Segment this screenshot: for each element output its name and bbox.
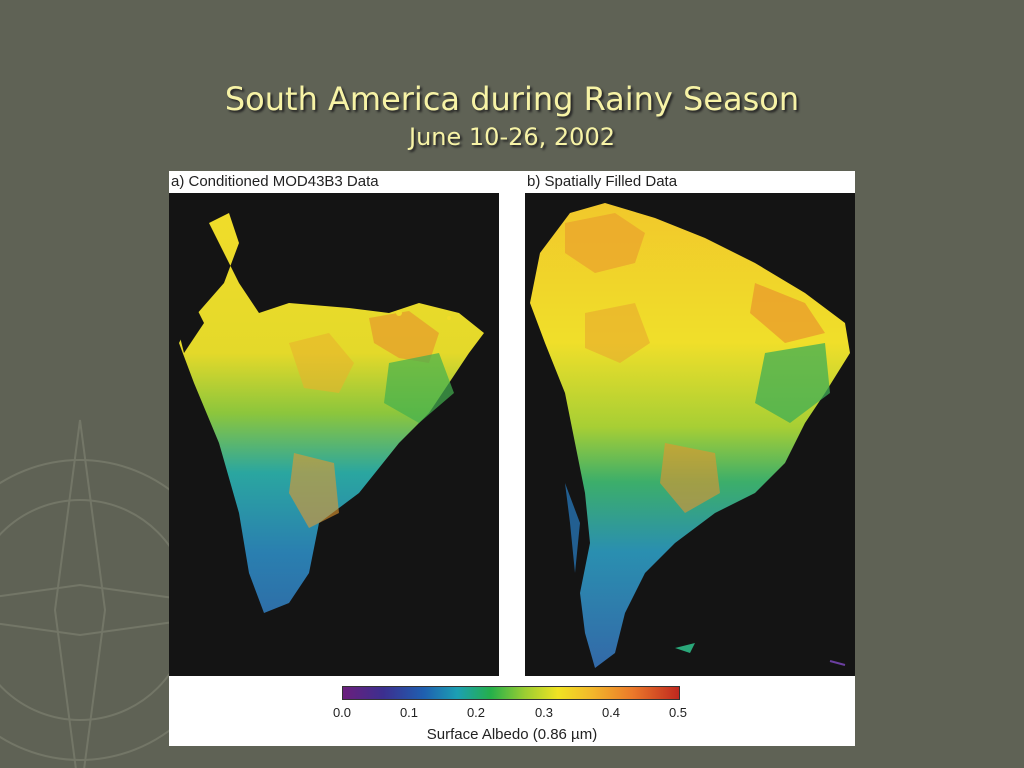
panel-b-map xyxy=(525,193,855,676)
south-america-map-conditioned xyxy=(174,213,484,613)
colorbar-tick: 0.5 xyxy=(668,705,688,720)
colorbar-tick: 0.3 xyxy=(534,705,554,720)
slide-title: South America during Rainy Season xyxy=(224,80,800,118)
slide-subtitle: June 10-26, 2002 xyxy=(409,123,615,151)
colorbar-tick: 0.2 xyxy=(466,705,486,720)
panel-b-label: b) Spatially Filled Data xyxy=(527,173,678,190)
albedo-figure: a) Conditioned MOD43B3 Data b) Spatially… xyxy=(169,171,855,746)
colorbar-label: Surface Albedo (0.86 µm) xyxy=(426,726,598,743)
albedo-colorbar xyxy=(342,686,680,700)
south-america-map-filled xyxy=(530,203,850,668)
colorbar-tick: 0.1 xyxy=(399,705,419,720)
panel-a-label: a) Conditioned MOD43B3 Data xyxy=(171,173,379,190)
colorbar-tick: 0.4 xyxy=(601,705,621,720)
panel-a-map xyxy=(169,193,499,676)
colorbar-tick: 0.0 xyxy=(332,705,352,720)
